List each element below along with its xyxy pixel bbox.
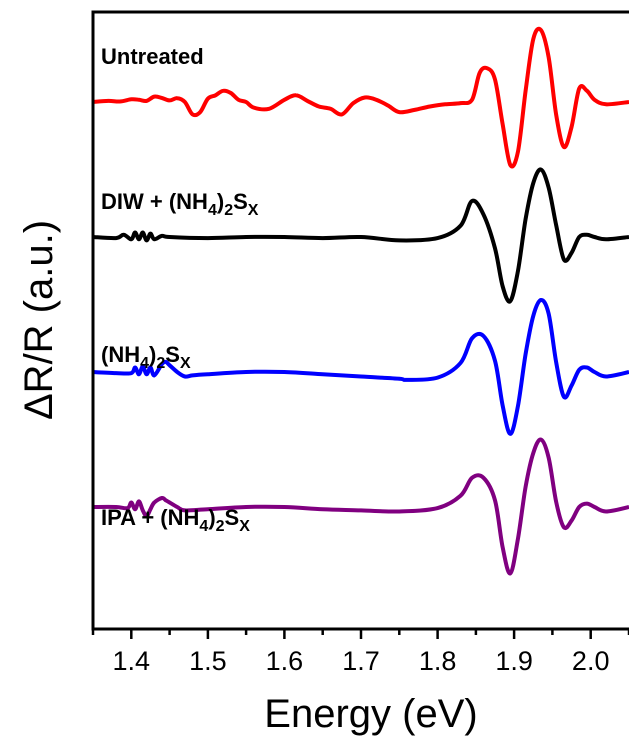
x-tick-layer: 1.4 1.5 1.6 1.7 1.8 1.9 2.0 — [91, 629, 629, 676]
series-label-part: Untreated — [101, 44, 204, 69]
series-line-3 — [92, 298, 629, 436]
series-label-part: ) — [217, 189, 224, 214]
x-tick-label: 1.6 — [266, 646, 304, 676]
series-label-part: X — [248, 202, 259, 219]
series-label-part: S — [165, 342, 180, 367]
series-label-part: 2 — [156, 355, 165, 372]
x-tick-label: 2.0 — [572, 646, 610, 676]
series-label-part: DIW + (NH — [101, 189, 208, 214]
series-label-part: X — [239, 518, 250, 535]
series-label-4: IPA + (NH4)2SX — [101, 505, 250, 535]
series-label-part: 4 — [199, 518, 208, 535]
series-label-3: (NH4)2SX — [101, 342, 191, 372]
series-label-part: IPA + (NH — [101, 505, 199, 530]
plot-frame — [91, 10, 629, 631]
x-tick-label: 1.8 — [419, 646, 457, 676]
series-label-part: (NH — [101, 342, 140, 367]
series-line-4 — [92, 437, 629, 576]
x-tick-label: 1.5 — [189, 646, 227, 676]
series-label-2: DIW + (NH4)2SX — [101, 189, 259, 219]
series-label-part: S — [233, 189, 248, 214]
series-label-part: 4 — [208, 202, 217, 219]
series-line-1 — [92, 26, 629, 169]
series-label-1: Untreated — [101, 44, 204, 69]
x-tick-label: 1.9 — [495, 646, 533, 676]
series-layer — [92, 26, 629, 576]
x-axis-title: Energy (eV) — [264, 692, 477, 736]
x-tick-label: 1.4 — [113, 646, 151, 676]
x-tick-label: 1.7 — [342, 646, 380, 676]
series-line-2 — [92, 167, 629, 304]
series-label-part: 2 — [216, 518, 225, 535]
series-label-part: 2 — [224, 202, 233, 219]
series-label-part: X — [180, 355, 191, 372]
series-label-part: ) — [149, 342, 156, 367]
series-label-part: 4 — [140, 355, 149, 372]
series-label-part: ) — [208, 505, 215, 530]
series-label-part: S — [225, 505, 240, 530]
y-axis-title: ΔR/R (a.u.) — [17, 220, 61, 420]
